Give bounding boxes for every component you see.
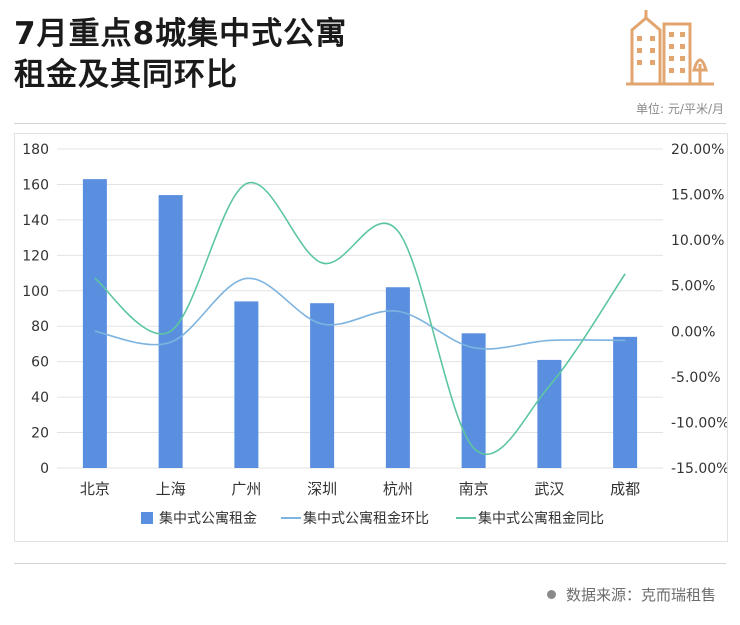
x-tick-label: 广州 bbox=[231, 480, 261, 498]
y-left-tick-label: 160 bbox=[22, 177, 49, 193]
y-left-tick-label: 0 bbox=[40, 461, 49, 477]
y-left-tick-label: 100 bbox=[22, 284, 49, 300]
x-tick-label: 上海 bbox=[156, 480, 186, 498]
line-series bbox=[94, 181, 626, 456]
bar bbox=[385, 287, 410, 468]
y-left-tick-label: 140 bbox=[22, 213, 49, 229]
y-right-tick-label: -15.00% bbox=[671, 461, 727, 477]
grid bbox=[57, 148, 663, 469]
x-tick-label: 武汉 bbox=[534, 480, 564, 498]
chart-panel: 0 20 40 60 80 100 120 140 160 180 -15.00% -10.00% -… bbox=[14, 133, 728, 542]
legend-label: 集中式公寓租金 bbox=[159, 510, 257, 527]
divider-top bbox=[14, 123, 726, 124]
bar bbox=[613, 336, 638, 468]
bar bbox=[82, 179, 107, 468]
bar bbox=[234, 301, 259, 468]
x-tick-label: 南京 bbox=[459, 480, 489, 498]
mom-line bbox=[94, 277, 626, 350]
y-right-tick-label: -10.00% bbox=[671, 415, 727, 431]
bar bbox=[537, 359, 562, 468]
source-text: 数据来源：克而瑞租售 bbox=[565, 586, 716, 604]
divider-bottom bbox=[14, 563, 726, 564]
y-right-tick-label: 15.00% bbox=[671, 188, 724, 204]
x-tick-label: 成都 bbox=[610, 480, 640, 498]
bullet-icon bbox=[546, 590, 556, 599]
bar-series bbox=[82, 179, 638, 469]
title-line-2: 租金及其同环比 bbox=[14, 57, 238, 93]
y-left-tick-label: 80 bbox=[31, 319, 49, 335]
y-axis-left: 0 20 40 60 80 100 120 140 160 180 bbox=[22, 142, 49, 477]
y-left-tick-label: 40 bbox=[31, 390, 49, 406]
y-left-tick-label: 180 bbox=[22, 142, 49, 158]
building-icon bbox=[626, 10, 714, 86]
x-axis: 北京 上海 广州 深圳 杭州 南京 武汉 成都 bbox=[80, 480, 640, 498]
unit-label: 单位: 元/平米/月 bbox=[636, 102, 724, 116]
legend-swatch-bar bbox=[141, 512, 153, 524]
bar bbox=[310, 303, 335, 468]
y-right-tick-label: 5.00% bbox=[671, 279, 715, 295]
x-tick-label: 深圳 bbox=[307, 480, 337, 498]
y-right-tick-label: 0.00% bbox=[671, 324, 715, 340]
legend-label: 集中式公寓租金同比 bbox=[478, 510, 604, 527]
yoy-line bbox=[94, 181, 626, 456]
legend-label: 集中式公寓租金环比 bbox=[303, 510, 429, 527]
y-right-tick-label: -5.00% bbox=[671, 370, 721, 386]
y-left-tick-label: 120 bbox=[22, 248, 49, 264]
source-note: 数据来源：克而瑞租售 bbox=[546, 584, 716, 605]
x-tick-label: 北京 bbox=[80, 480, 110, 498]
x-tick-label: 杭州 bbox=[383, 480, 413, 498]
title-line-1: 7月重点8城集中式公寓 bbox=[14, 16, 348, 52]
y-right-tick-label: 20.00% bbox=[671, 142, 724, 158]
y-left-tick-label: 20 bbox=[31, 426, 49, 442]
y-axis-right: -15.00% -10.00% -5.00% 0.00% 5.00% 10.00% 15.0… bbox=[671, 142, 727, 477]
chart-title: 7月重点8城集中式公寓 租金及其同环比 bbox=[14, 14, 347, 96]
y-left-tick-label: 60 bbox=[31, 355, 49, 371]
legend: 集中式公寓租金 集中式公寓租金环比 集中式公寓租金同比 bbox=[141, 510, 604, 527]
bar bbox=[461, 333, 486, 468]
y-right-tick-label: 10.00% bbox=[671, 233, 724, 249]
